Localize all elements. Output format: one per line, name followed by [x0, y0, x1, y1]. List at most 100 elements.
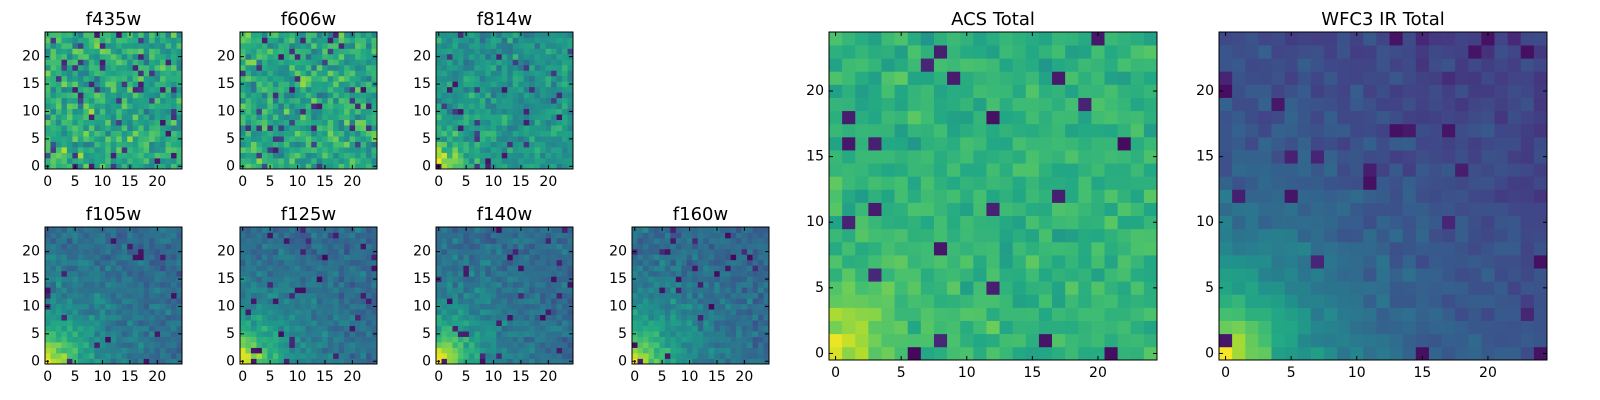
heatmap-cell [452, 353, 459, 359]
heatmap-cell [637, 270, 644, 277]
heatmap-cell [176, 147, 183, 153]
heatmap-cell [83, 298, 90, 305]
heatmap-cell [294, 119, 301, 126]
heatmap-cell [747, 347, 753, 354]
heatmap-cell [512, 130, 519, 137]
heatmap-cell [730, 232, 737, 239]
heatmap-cell [703, 325, 710, 332]
heatmap-cell [719, 254, 726, 261]
heatmap-cell [366, 163, 372, 170]
heatmap-cell [165, 75, 172, 82]
heatmap-cell [55, 152, 62, 159]
heatmap-cell [670, 227, 677, 233]
heatmap-cell [468, 248, 475, 255]
heatmap-cell [446, 336, 453, 343]
heatmap-cell [556, 303, 563, 310]
heatmap-cell [83, 119, 90, 126]
heatmap-cell [681, 347, 688, 354]
heatmap-cell [138, 276, 144, 283]
heatmap-cell [316, 331, 323, 337]
heatmap-cell [45, 70, 51, 77]
heatmap-cells [45, 32, 183, 170]
heatmap-cell [490, 259, 497, 266]
heatmap-cell [305, 141, 312, 148]
heatmap-cell [121, 119, 128, 126]
heatmap-cell [441, 248, 448, 255]
heatmap-cell [110, 336, 117, 343]
heatmap-cell [763, 259, 770, 266]
heatmap-cell [127, 70, 134, 77]
heatmap-cell [468, 320, 475, 326]
heatmap-cell [77, 75, 84, 82]
heatmap-cell [338, 64, 345, 71]
heatmap-cell [501, 92, 508, 99]
heatmap-cell [747, 259, 753, 266]
heatmap-cell [50, 314, 57, 321]
heatmap-cell [441, 108, 448, 115]
heatmap-cell [881, 268, 895, 282]
heatmap-cell [160, 259, 166, 266]
heatmap-cell [45, 232, 51, 239]
heatmap-cell [360, 75, 367, 82]
heatmap-cell [907, 333, 922, 348]
heatmap-cell [360, 276, 367, 283]
heatmap-cell [670, 270, 677, 277]
heatmap-cell [556, 248, 563, 255]
heatmap-cell [708, 281, 715, 288]
heatmap-cell [240, 314, 246, 321]
heatmap-cell [551, 32, 557, 38]
heatmap-cell [45, 254, 51, 261]
heatmap-cell [1117, 268, 1132, 282]
heatmap-cell [452, 331, 459, 337]
heatmap-cell [562, 287, 568, 294]
heatmap-cell [355, 108, 361, 115]
heatmap-cell [441, 276, 448, 283]
heatmap-cell [933, 163, 948, 177]
heatmap-cell [289, 97, 296, 104]
heatmap-cell [72, 259, 79, 266]
heatmap-cell [272, 86, 279, 93]
heatmap-cell [512, 309, 519, 316]
heatmap-cell [518, 59, 525, 66]
heatmap-cell [512, 353, 519, 359]
heatmap-cell [501, 353, 508, 359]
heatmap-cell [121, 331, 128, 337]
heatmap-cell [540, 130, 546, 137]
heatmap-cell [842, 346, 856, 361]
heatmap-cell [121, 270, 128, 277]
heatmap-cell [747, 232, 753, 239]
heatmap-cell [165, 53, 172, 60]
heatmap-cell [267, 347, 274, 354]
heatmap-cell [752, 248, 759, 255]
y-tick-label: 0 [226, 353, 235, 369]
heatmap-cell [441, 125, 448, 131]
heatmap-cell [143, 152, 150, 159]
heatmap-cell [973, 333, 987, 348]
heatmap-cell [366, 48, 372, 55]
heatmap-cell [366, 97, 372, 104]
heatmap-cell [360, 158, 367, 164]
heatmap-cell [66, 158, 73, 164]
heatmap-cell [110, 303, 117, 310]
heatmap-cell [452, 243, 459, 250]
heatmap-cell [501, 136, 508, 142]
heatmap-cell [714, 243, 721, 250]
heatmap-cell [512, 320, 519, 326]
heatmap-cell [545, 281, 552, 288]
heatmap-cell [261, 125, 268, 131]
heatmap-cell [245, 331, 252, 337]
heatmap-cell [490, 342, 497, 348]
heatmap-cell [289, 358, 296, 365]
heatmap-cell [842, 281, 856, 295]
heatmap-cell [501, 347, 508, 354]
plot-frame [435, 31, 574, 170]
heatmap-cell [485, 325, 492, 332]
heatmap-cell [50, 259, 57, 266]
y-tick-labels: 0 5 10 15 20 [217, 49, 235, 175]
heatmap-cell [501, 292, 508, 299]
heatmap-cell [77, 287, 84, 294]
heatmap-cell [99, 331, 106, 337]
heatmap-cell [154, 81, 161, 88]
heatmap-cell [479, 108, 486, 115]
heatmap-cell [72, 136, 79, 142]
